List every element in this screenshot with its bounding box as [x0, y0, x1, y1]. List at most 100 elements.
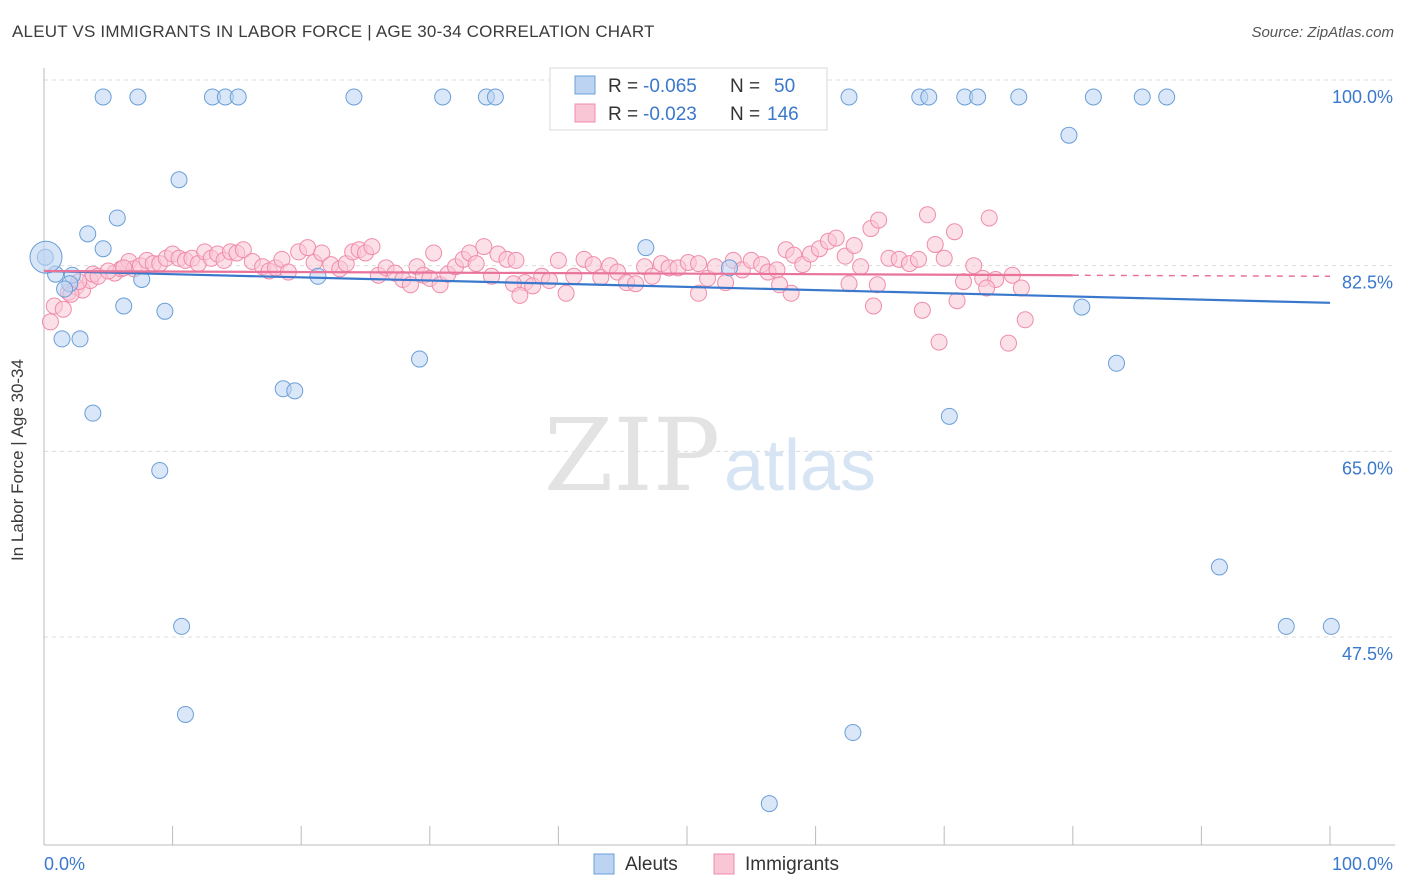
bottom-legend-swatch-immigrants	[713, 853, 735, 875]
immigrant-point	[507, 251, 525, 269]
immigrant-point	[363, 238, 381, 256]
legend-swatch-aleuts	[574, 75, 596, 95]
immigrant-point	[827, 229, 845, 247]
immigrant-point	[954, 273, 972, 291]
immigrant-point	[918, 206, 936, 224]
chart-title: ALEUT VS IMMIGRANTS IN LABOR FORCE | AGE…	[12, 22, 655, 41]
immigrant-point	[557, 284, 575, 302]
legend-swatch-immigrants	[574, 103, 596, 123]
aleut-point	[486, 88, 504, 106]
immigrant-point	[864, 297, 882, 315]
aleut-point	[151, 461, 169, 479]
immigrant-point	[1016, 311, 1034, 329]
aleut-point	[108, 209, 126, 227]
aleut-point	[173, 617, 191, 635]
immigrant-point	[549, 251, 567, 269]
immigrant-point	[948, 292, 966, 310]
aleut-point	[1073, 298, 1091, 316]
aleut-point	[411, 350, 429, 368]
gridlines	[44, 79, 1395, 638]
y-tick-label: 82.5%	[1342, 273, 1393, 293]
aleut-point	[53, 330, 71, 348]
legend-r-value: -0.065	[643, 76, 697, 97]
aleut-point	[1010, 88, 1028, 106]
immigrant-point	[768, 261, 786, 279]
immigrant-point	[868, 276, 886, 294]
aleut-point	[1133, 88, 1151, 106]
aleut-point	[71, 330, 89, 348]
aleut-point	[720, 259, 738, 277]
aleut-point	[1108, 354, 1126, 372]
x-tick-label: 0.0%	[44, 854, 85, 874]
aleut-point	[29, 240, 63, 274]
legend-r-label: R =	[608, 104, 638, 125]
aleut-point	[229, 88, 247, 106]
bottom-legend-swatch-aleuts	[593, 853, 615, 875]
y-tick-labels: 100.0% 82.5% 65.0% 47.5%	[1332, 87, 1393, 664]
bottom-legend-label: Immigrants	[745, 854, 839, 875]
axes	[43, 68, 1395, 846]
aleut-point	[844, 724, 862, 742]
aleut-point	[94, 240, 112, 258]
watermark-atlas: atlas	[724, 426, 876, 506]
immigrant-point	[41, 313, 59, 331]
legend-n-value: 146	[767, 104, 799, 125]
immigrant-point	[299, 239, 317, 257]
bottom-legend: Aleuts Immigrants	[593, 853, 839, 875]
immigrant-trend-line	[43, 269, 1073, 277]
aleut-point	[1158, 88, 1176, 106]
aleut-point	[434, 88, 452, 106]
immigrant-point	[935, 249, 953, 267]
x-tick-label: 100.0%	[1332, 854, 1393, 874]
immigrant-point	[909, 250, 927, 268]
x-tick-labels: 0.0% 100.0%	[44, 854, 1393, 874]
immigrant-point	[926, 235, 944, 253]
immigrant-point	[978, 279, 996, 297]
immigrant-point	[627, 275, 645, 293]
aleut-point	[156, 302, 174, 320]
y-tick-label: 100.0%	[1332, 87, 1393, 107]
aleut-point	[115, 297, 133, 315]
immigrant-point	[690, 284, 708, 302]
y-tick-label: 65.0%	[1342, 458, 1393, 478]
aleut-point	[637, 239, 655, 257]
aleut-point	[170, 171, 188, 189]
immigrant-point	[565, 267, 583, 285]
immigrant-point	[54, 300, 72, 318]
legend-r-label: R =	[608, 76, 638, 97]
immigrant-point	[845, 237, 863, 255]
immigrant-point	[540, 272, 558, 290]
immigrant-point	[690, 255, 708, 273]
bottom-legend-label: Aleuts	[625, 854, 678, 875]
watermark-zip: ZIP	[544, 397, 720, 514]
aleut-point	[840, 88, 858, 106]
legend-r-value: -0.023	[643, 104, 697, 125]
immigrant-point	[945, 223, 963, 241]
aleut-point	[94, 88, 112, 106]
legend-n-label: N =	[730, 76, 760, 97]
aleut-point	[176, 705, 194, 723]
immigrant-point	[965, 257, 983, 275]
immigrant-point	[1000, 334, 1017, 352]
legend-n-value: 50	[774, 76, 795, 97]
aleut-point	[920, 88, 938, 106]
immigrant-point	[425, 244, 443, 262]
aleut-point	[1322, 617, 1340, 635]
aleut-point	[84, 404, 102, 422]
immigrant-point	[870, 211, 888, 229]
aleut-trend-line	[43, 269, 1331, 304]
aleut-point	[1084, 88, 1102, 106]
immigrant-trend-extension	[1072, 274, 1331, 278]
immigrant-point	[643, 267, 661, 285]
immigrant-point	[475, 238, 493, 256]
immigrant-point	[913, 301, 931, 319]
source-label: Source: ZipAtlas.com	[1251, 24, 1394, 41]
immigrant-point	[1012, 279, 1030, 297]
immigrant-point	[706, 258, 724, 276]
immigrant-point	[511, 286, 529, 304]
aleut-point	[940, 407, 958, 425]
immigrant-point	[467, 255, 485, 273]
immigrants-points	[41, 206, 1034, 352]
aleut-point	[345, 88, 363, 106]
